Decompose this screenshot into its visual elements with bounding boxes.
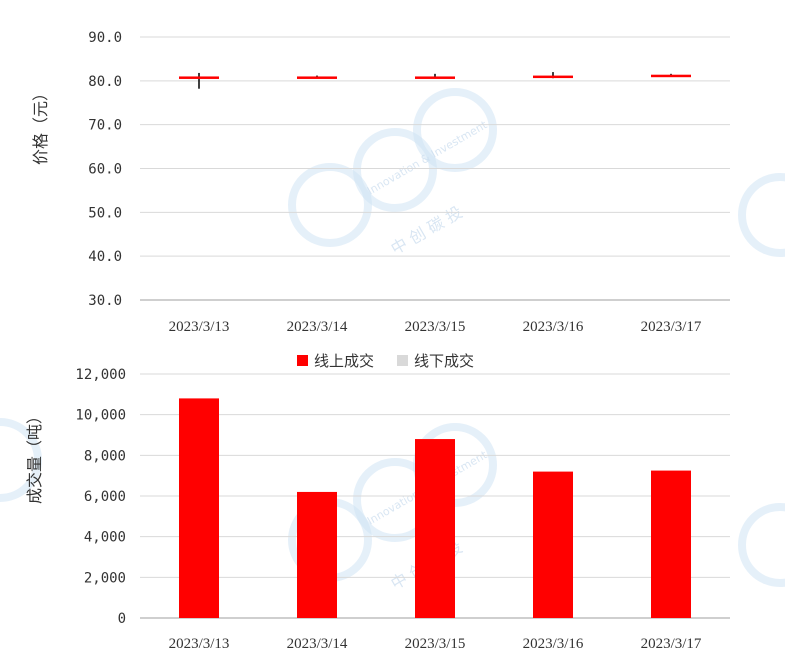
volume-y-tick: 4,000 [84, 530, 126, 546]
price-candles [179, 72, 691, 89]
price-y-axis-label: 价格（元） [31, 85, 50, 165]
watermark-ring [353, 128, 437, 212]
volume-x-tick-labels: 2023/3/13 2023/3/14 2023/3/15 2023/3/16 2023… [169, 636, 702, 652]
legend-label-online: 线上成交 [314, 352, 374, 370]
price-y-tick: 60.0 [88, 162, 122, 178]
watermark-ring [288, 163, 372, 247]
watermark-ring [0, 418, 42, 502]
volume-x-tick: 2023/3/15 [405, 636, 466, 652]
price-y-tick: 80.0 [88, 74, 122, 90]
legend-swatch-offline [397, 355, 408, 366]
candle-body [179, 76, 219, 79]
volume-y-axis-label: 成交量（吨） [25, 408, 44, 504]
price-gridlines [140, 36, 730, 301]
volume-y-tick: 12,000 [75, 367, 126, 383]
volume-bar-online [297, 491, 337, 618]
watermark-ring [738, 503, 785, 587]
volume-y-tick: 8,000 [84, 448, 126, 464]
volume-y-tick-labels: 12,000 10,000 8,000 6,000 4,000 2,000 0 [75, 367, 126, 627]
volume-x-tick: 2023/3/16 [523, 636, 584, 652]
volume-bar-online [415, 439, 455, 618]
price-y-tick: 70.0 [88, 118, 122, 134]
candle-body [651, 74, 691, 78]
volume-legend: 线上成交 线下成交 [297, 352, 474, 370]
volume-bar-online [179, 398, 219, 618]
candle-body [533, 75, 573, 79]
candle-body [297, 76, 337, 79]
volume-y-tick: 10,000 [75, 408, 126, 424]
price-x-tick: 2023/3/17 [641, 319, 702, 335]
volume-bars [179, 398, 691, 618]
volume-y-tick: 2,000 [84, 570, 126, 586]
volume-y-tick: 6,000 [84, 489, 126, 505]
volume-x-tick: 2023/3/13 [169, 636, 230, 652]
legend-swatch-online [297, 355, 308, 366]
volume-x-tick: 2023/3/17 [641, 636, 702, 652]
price-y-tick: 50.0 [88, 205, 122, 221]
volume-bar-online [651, 470, 691, 618]
price-y-tick: 30.0 [88, 293, 122, 309]
price-x-tick: 2023/3/13 [169, 319, 230, 335]
volume-bar-online [533, 471, 573, 618]
volume-x-tick: 2023/3/14 [287, 636, 348, 652]
watermark-ring [738, 173, 785, 257]
legend-label-offline: 线下成交 [414, 352, 474, 370]
volume-y-tick: 0 [118, 611, 126, 627]
price-y-tick: 40.0 [88, 249, 122, 265]
price-x-tick: 2023/3/15 [405, 319, 466, 335]
price-y-tick-labels: 90.0 80.0 70.0 60.0 50.0 40.0 30.0 [88, 30, 122, 309]
price-x-tick: 2023/3/16 [523, 319, 584, 335]
price-x-tick-labels: 2023/3/13 2023/3/14 2023/3/15 2023/3/16 2023… [169, 319, 702, 335]
price-y-tick: 90.0 [88, 30, 122, 46]
candle-body [415, 76, 455, 79]
price-x-tick: 2023/3/14 [287, 319, 348, 335]
